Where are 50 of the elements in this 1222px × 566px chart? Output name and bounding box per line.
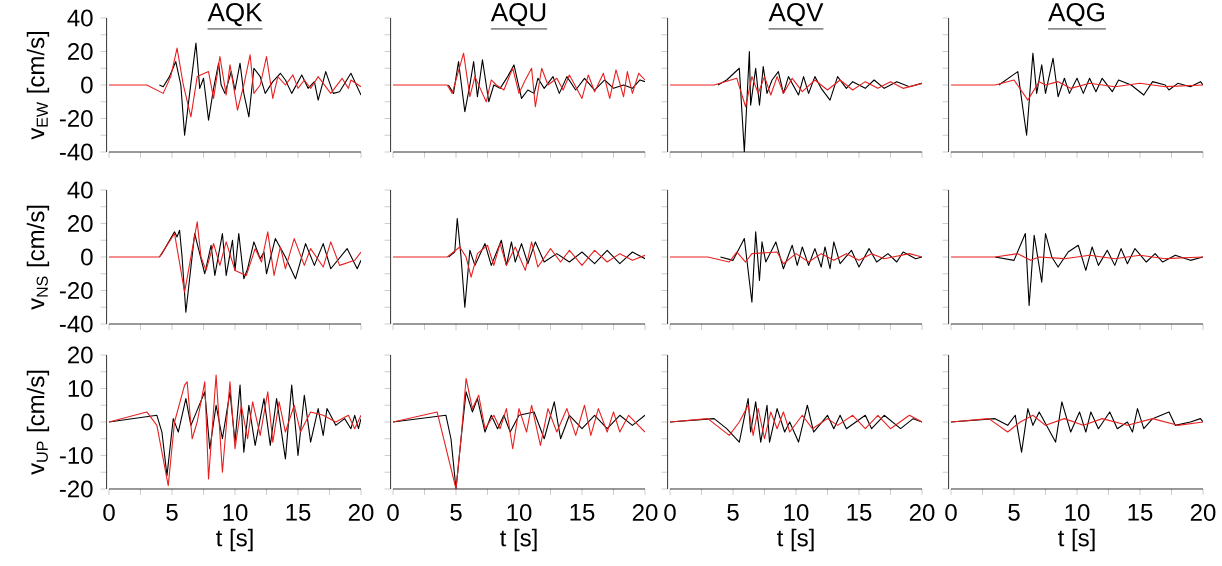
y-tick-label: -10 <box>59 447 93 464</box>
x-tick-label: 10 <box>507 504 532 522</box>
x-tick-label: 20 <box>632 504 658 522</box>
y-tick-label: 20 <box>68 346 93 364</box>
line-series <box>158 42 361 136</box>
x-axis-title: t [s] <box>1058 528 1095 552</box>
x-tick-label: 20 <box>1190 504 1216 522</box>
y-tick-label: 0 <box>81 413 93 431</box>
x-tick-label: 15 <box>1128 504 1153 521</box>
y-axis-title: v$_{NS}$ [cm/s] <box>26 205 50 310</box>
y-axis-title: v$_{UP}$ [cm/s] <box>26 370 50 475</box>
x-tick-label: 10 <box>1065 504 1090 522</box>
x-axis-title: t [s] <box>500 528 537 552</box>
y-tick-label: 40 <box>67 181 93 199</box>
x-tick-label: 10 <box>784 504 809 522</box>
y-tick-label: -20 <box>59 480 93 498</box>
y-tick-label: 20 <box>68 215 93 232</box>
x-tick-label: 0 <box>103 504 115 522</box>
chart-title: AQU <box>490 3 546 27</box>
y-axis-title: v$_{EW}$ [cm/s] <box>26 31 50 140</box>
chart-title: AQV <box>768 3 824 27</box>
x-tick-label: 15 <box>570 504 595 521</box>
x-axis-title: t [s] <box>216 528 253 552</box>
line-series <box>109 221 361 293</box>
line-series <box>109 47 361 118</box>
y-tick-label: 10 <box>68 380 93 397</box>
chart-title: AQK <box>207 3 263 27</box>
y-tick-label: -40 <box>59 315 93 333</box>
x-tick-label: 0 <box>664 504 676 522</box>
y-tick-label: -20 <box>59 282 93 299</box>
x-tick-label: 15 <box>286 504 311 521</box>
y-tick-label: 0 <box>81 248 93 266</box>
x-tick-label: 0 <box>945 504 957 522</box>
y-tick-label: -20 <box>59 110 93 127</box>
x-tick-label: 15 <box>847 504 872 521</box>
x-tick-label: 20 <box>909 504 935 522</box>
x-tick-label: 0 <box>387 504 399 522</box>
x-tick-label: 5 <box>1008 504 1020 521</box>
chart-title: AQG <box>1048 3 1104 27</box>
x-axis-title: t [s] <box>777 528 814 552</box>
x-tick-label: 5 <box>450 504 462 521</box>
y-tick-label: 40 <box>67 9 93 27</box>
y-tick-label: 20 <box>68 43 93 60</box>
line-series <box>158 229 361 313</box>
x-tick-label: 10 <box>223 504 248 522</box>
y-tick-label: -40 <box>59 143 93 161</box>
y-tick-label: 0 <box>81 76 93 94</box>
x-tick-label: 20 <box>348 504 374 522</box>
x-tick-label: 5 <box>727 504 739 521</box>
x-tick-label: 5 <box>166 504 178 521</box>
